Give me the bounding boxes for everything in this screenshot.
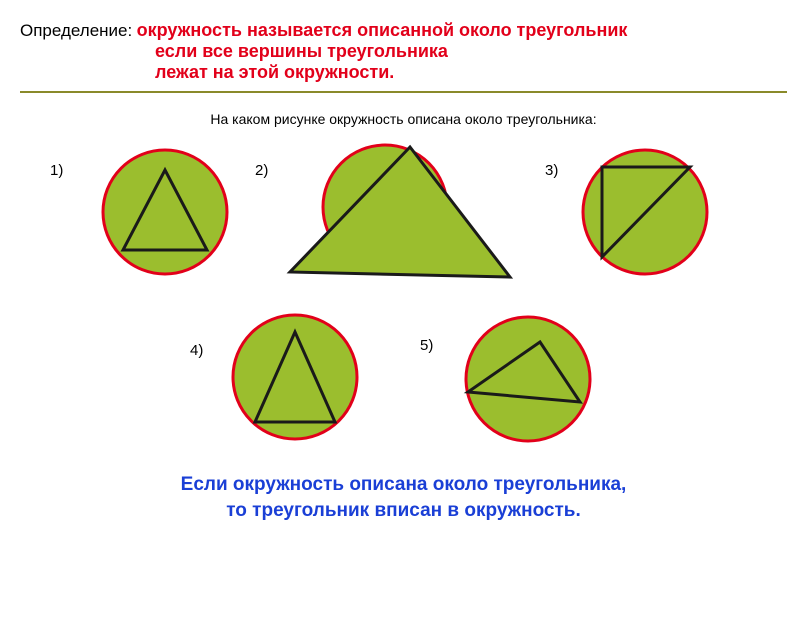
figure-label-2: 2) [255, 162, 268, 179]
slide: Определение: окружность называется описа… [0, 0, 807, 625]
divider [20, 91, 787, 93]
definition-label: Определение: [20, 21, 132, 40]
definition-block: Определение: окружность называется описа… [20, 20, 787, 83]
question-text: На каком рисунке окружность описана окол… [20, 111, 787, 127]
footer-line2: то треугольник вписан в окружность. [20, 498, 787, 524]
footer-line1: Если окружность описана около треугольни… [20, 472, 787, 498]
definition-line2: если все вершины треугольника [155, 41, 787, 62]
definition-line3: лежат на этой окружности. [155, 62, 787, 83]
figure-1 [95, 142, 235, 282]
figure-2 [275, 137, 525, 297]
figure-5 [450, 307, 600, 457]
figure-label-5: 5) [420, 337, 433, 354]
figure-label-1: 1) [50, 162, 63, 179]
figure-3 [575, 142, 715, 282]
figure-4 [225, 307, 365, 447]
figure-label-4: 4) [190, 342, 203, 359]
definition-line1: окружность называется описанной около тр… [137, 20, 628, 40]
figure-label-3: 3) [545, 162, 558, 179]
footer-text: Если окружность описана около треугольни… [20, 472, 787, 523]
figures-area: 1) 2) 3) 4) 5) [20, 137, 787, 467]
